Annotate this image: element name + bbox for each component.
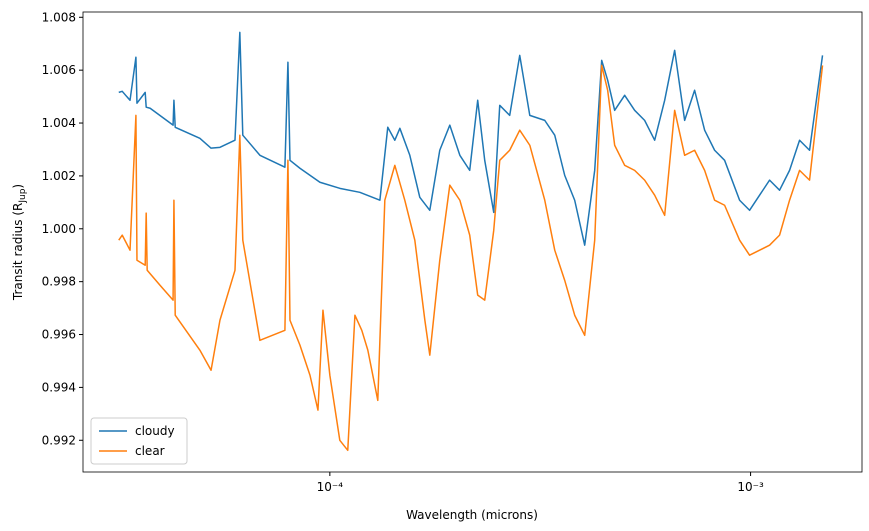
x-axis-label: Wavelength (microns) [406, 508, 538, 522]
data-line [118, 64, 824, 452]
y-tick-label: 1.008 [42, 10, 76, 24]
y-tick-label: 0.996 [42, 328, 76, 342]
x-tick-label: 10⁻⁴ [317, 480, 344, 494]
legend-label: clear [135, 444, 165, 458]
y-tick-label: 0.998 [42, 275, 76, 289]
y-axis-label: Transit radius (RJup) [11, 184, 28, 301]
y-tick-label: 0.992 [42, 433, 76, 447]
y-tick-label: 1.006 [42, 63, 76, 77]
legend-box [90, 417, 188, 465]
data-line [118, 31, 824, 246]
y-axis-label-part: ) [11, 184, 25, 189]
y-tick-label: 1.000 [42, 222, 76, 236]
plot-frame [82, 11, 863, 473]
y-tick-label: 1.004 [42, 116, 76, 130]
y-axis-label-part: Transit radius (R [11, 203, 25, 302]
y-tick-label: 1.002 [42, 169, 76, 183]
x-tick-label: 10⁻³ [737, 480, 764, 494]
legend-label: cloudy [135, 424, 175, 438]
y-tick-label: 0.994 [42, 380, 76, 394]
y-axis-label-sub: Jup [18, 188, 28, 203]
